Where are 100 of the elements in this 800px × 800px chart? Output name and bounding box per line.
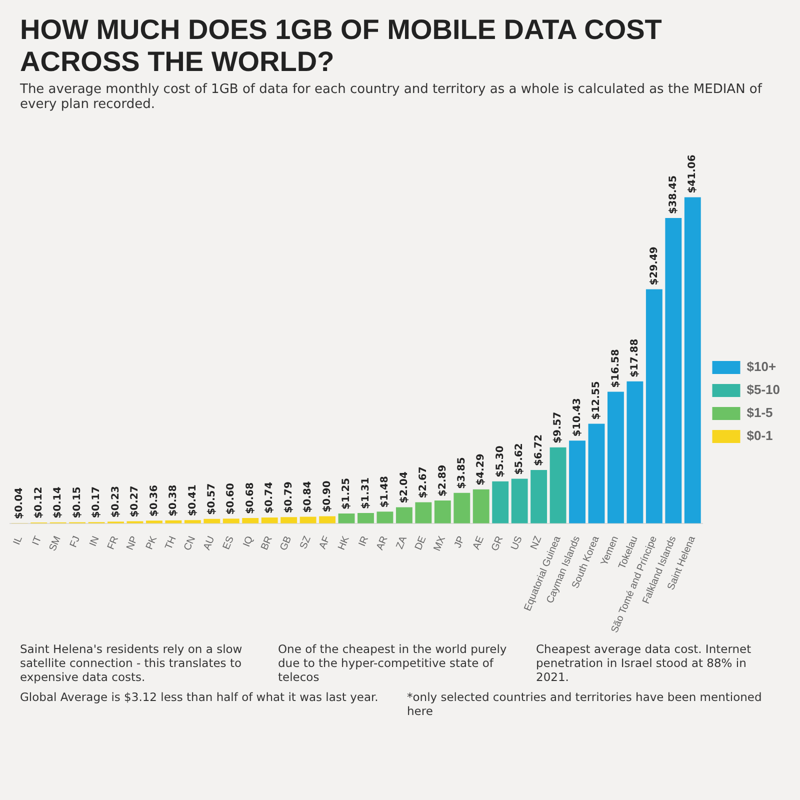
data-label: $16.58 [610,349,622,388]
data-label: $0.79 [283,482,294,514]
bar [530,470,548,524]
data-label: $0.74 [264,482,276,514]
x-tick-label: DE [413,534,429,552]
text: One of the cheapest in the world purely due to the hyper-competitive state of telecos [278,642,508,684]
x-tick-label: AF [318,535,333,552]
data-label: $0.17 [91,486,102,518]
x-tick-label: ZA [394,534,410,552]
x-tick-label: IN [88,535,102,549]
x-tick-label: FJ [68,535,83,550]
bar [242,518,259,524]
text: Cheapest average data cost. Internet penetration in Israel stood at 88% in 2021. [536,642,752,684]
x-tick-label: AR [374,535,390,552]
text: *only selected countries and territories have been mentioned here [407,690,763,718]
legend-label: $1-5 [746,405,773,420]
bar [396,508,412,524]
data-label: $0.27 [130,486,141,518]
x-tick-label: NZ [528,535,544,552]
data-label: $0.14 [52,487,64,519]
x-tick-label: IL [12,534,26,548]
x-tick-label: ES [221,534,237,552]
chart-subtitle: The average monthly cost of 1GB of data for each country and territory as a whole is calculated as the MEDIAN of every plan recorded. [20,82,764,112]
data-label: $0.04 [14,488,26,520]
data-label: $5.62 [514,443,526,476]
data-label: $0.60 [226,483,237,516]
x-tick-label: AE [471,534,487,552]
data-label: $1.48 [380,476,391,508]
bar [588,424,605,524]
data-label: $0.36 [148,485,160,517]
x-tick-label: FR [106,535,122,552]
data-label: $38.45 [668,176,679,214]
data-label: $2.04 [398,472,410,504]
x-tick-label: GB [278,534,294,553]
x-tick-label: JP [452,534,468,550]
x-tick-label: IT [30,535,44,548]
x-tick-label: IQ [241,534,256,550]
bar [280,518,298,524]
legend-label: $0-1 [746,428,773,444]
x-tick-label: BR [259,535,275,552]
bar [626,382,644,524]
data-label: $6.72 [533,434,544,466]
data-label: $0.84 [302,481,314,514]
bar [319,516,336,524]
bar [434,500,451,524]
x-tick-label: IR [357,535,372,549]
data-label: $5.30 [494,446,506,478]
bar [550,448,566,524]
bar [646,290,662,524]
data-label: $29.49 [648,246,660,286]
data-label: $1.25 [341,478,352,510]
x-tick-label: NP [124,534,140,552]
bar [415,502,432,524]
data-label: $41.06 [687,155,698,194]
text: Saint Helena's residents rely on a slow satellite connection - this translates to expensive data costs. [20,642,244,684]
bar [454,493,470,524]
bar [472,490,490,524]
data-label: $0.15 [72,486,83,519]
data-label: $0.68 [244,482,256,514]
x-tick-label: CN [182,535,198,553]
chart-title: HOW MUCH DOES 1GB OF MOBILE DATA COST ACROSS THE WORLD? [20,14,663,78]
bar [358,513,374,524]
data-label: $0.12 [33,487,44,519]
data-label: $0.41 [187,484,198,517]
bar [376,512,394,524]
bar [338,514,355,524]
data-label: $0.38 [168,485,180,517]
x-tick-label: HK [336,534,352,552]
x-tick-label: SZ [298,535,314,552]
x-tick-label: PK [144,534,160,552]
data-label: $0.23 [110,486,122,518]
x-tick-label: MX [432,534,448,554]
bar [222,519,240,524]
data-label: $1.31 [360,478,372,510]
data-label: $12.55 [591,381,602,420]
data-label: $0.90 [322,480,333,513]
x-tick-label: AU [202,535,218,552]
bar [300,517,316,524]
data-label: $2.67 [418,466,430,499]
x-tick-label: SM [47,535,64,554]
data-label: $9.57 [552,412,564,444]
data-label: $0.57 [206,484,218,516]
text: Global Average is $3.12 less than half of what it was last year. [20,690,380,706]
bar [665,218,682,524]
data-label: $17.88 [630,339,641,378]
bar [569,440,586,524]
x-tick-label: TH [163,535,179,552]
data-label: $3.85 [456,458,468,490]
x-tick-label: US [509,534,526,552]
bar [492,482,509,524]
data-label: $10.43 [572,398,583,437]
bar [608,392,624,524]
legend-label: $5-10 [746,382,780,398]
bar [261,518,278,524]
data-label: $4.29 [476,454,487,486]
bar [511,479,528,524]
bar [684,198,701,524]
legend-label: $10+ [746,359,776,374]
x-tick-label: GR [490,535,506,554]
data-label: $2.89 [437,465,448,497]
